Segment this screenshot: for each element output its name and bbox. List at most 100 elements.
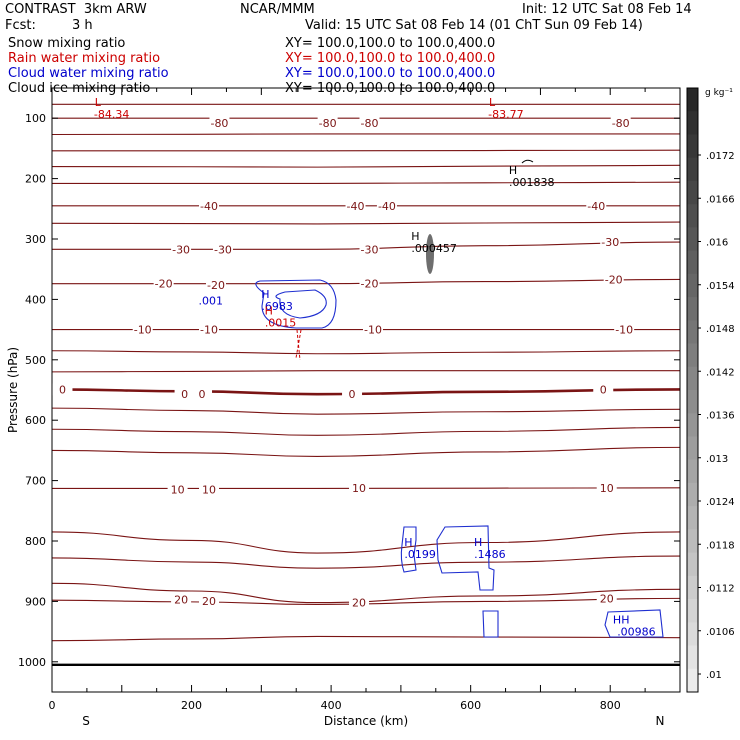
isotherm-line	[51, 407, 681, 415]
cloud-water-contour	[400, 526, 417, 573]
colorbar-tick-label: .013	[706, 454, 728, 465]
contour-label-bg	[349, 596, 370, 609]
contour-label-bg	[376, 199, 397, 212]
colorbar-cell	[687, 180, 698, 205]
colorbar-cell	[687, 111, 698, 135]
temperature-contour-label: -10	[364, 324, 382, 337]
contour-label-bg	[610, 117, 631, 130]
extremum-value: .6983	[261, 300, 293, 313]
contour-label-bg	[199, 483, 219, 496]
temperature-contour-label: -20	[207, 279, 225, 292]
colorbar-frame	[686, 87, 699, 693]
cloud-water-contour	[255, 279, 337, 329]
fcst-value: 3 h	[72, 18, 93, 33]
extremum-value: .001838	[509, 176, 555, 189]
isotherm-line	[52, 487, 681, 490]
isotherm-line	[51, 221, 681, 225]
colorbar-cell	[687, 645, 698, 670]
cloud-water-contour	[482, 610, 499, 638]
colorbar-tick-label: .0142	[706, 367, 735, 378]
field-name-snow: Snow mixing ratio	[8, 36, 126, 51]
colorbar-cell	[687, 250, 698, 275]
temperature-contour-label: 20	[352, 597, 366, 610]
temperature-contour-label: 10	[171, 484, 185, 497]
colorbar-cell	[687, 227, 698, 252]
y-tick-label: 800	[25, 535, 46, 548]
temperature-contour-label: 0	[349, 388, 356, 401]
cloud-water-contour	[275, 289, 327, 319]
extremum-value: -84.34	[94, 108, 129, 121]
temperature-contour-label: -40	[200, 200, 218, 213]
contour-label-bg	[153, 277, 174, 290]
temperature-contour-label: -20	[155, 278, 173, 291]
colorbar-tick-label: .0154	[706, 281, 735, 292]
colorbar-cell	[687, 134, 698, 159]
extremum-marker: L	[95, 96, 102, 109]
colorbar-cell	[687, 622, 698, 647]
cloud-contour-label: .001	[198, 295, 223, 308]
temperature-contour-label: -20	[605, 273, 623, 286]
extremum-marker: H	[265, 305, 273, 318]
extremum-value: .0015	[265, 317, 297, 330]
y-tick-label: 300	[25, 233, 46, 246]
x-tick-label: 400	[321, 699, 342, 712]
init-time: Init: 12 UTC Sat 08 Feb 14	[522, 2, 692, 17]
isotherm-line	[52, 278, 681, 285]
field-xy-cloudwater: XY= 100.0,100.0 to 100.0,400.0	[285, 66, 496, 81]
extremum-value: .0199	[404, 548, 436, 561]
colorbar-cell	[687, 366, 698, 391]
x-end-label-right: N	[656, 714, 665, 728]
colorbar-cell	[687, 204, 698, 228]
contour-label-bg	[167, 483, 188, 496]
contour-label-bg	[359, 277, 380, 290]
contour-label-bg	[192, 388, 213, 401]
temperature-contour-label: -40	[587, 200, 605, 213]
isotherm-line	[51, 426, 681, 436]
isotherm-line	[52, 149, 681, 152]
colorbar-tick-label: .0106	[706, 627, 735, 638]
temperature-contour-label: -10	[615, 324, 633, 337]
colorbar-cell	[687, 320, 698, 345]
field-name-cloudwater: Cloud water mixing ratio	[8, 66, 169, 81]
isotherm-line	[51, 582, 681, 604]
x-tick-label: 800	[600, 699, 621, 712]
isotherm-line	[51, 555, 681, 569]
temperature-contour-label: 0	[181, 388, 188, 401]
colorbar-tick-label: .0124	[706, 497, 735, 508]
temperature-contour-label: 10	[600, 482, 614, 495]
y-tick-label: 500	[25, 354, 46, 367]
field-name-rain: Rain water mixing ratio	[8, 51, 161, 66]
colorbar-cell	[687, 459, 698, 484]
field-xy-rain: XY= 100.0,100.0 to 100.0,400.0	[285, 51, 496, 66]
colorbar-cell	[687, 390, 698, 414]
extremum-marker: H	[509, 164, 517, 177]
colorbar-cell	[687, 575, 698, 600]
isotherm-line	[51, 370, 680, 373]
temperature-contour-label: -80	[210, 117, 228, 130]
temperature-contour-label: -20	[361, 278, 379, 291]
temperature-contour-label: -10	[134, 324, 152, 337]
fcst-label: Fcst:	[5, 18, 36, 33]
isotherm-line	[51, 446, 681, 457]
colorbar-tick-label: .0136	[706, 411, 735, 422]
extremum-marker: H	[404, 536, 412, 549]
extremum-marker: H	[411, 230, 419, 243]
colorbar-cell	[687, 273, 698, 298]
contour-label-bg	[132, 323, 153, 336]
contour-label-bg	[614, 323, 635, 336]
colorbar-cell	[687, 157, 698, 182]
temperature-contour-label: -30	[214, 243, 232, 256]
contour-label-bg	[359, 117, 380, 130]
contour-label-bg	[317, 117, 338, 130]
y-axis-label: Pressure (hPa)	[6, 347, 20, 433]
x-tick-label: 600	[460, 699, 481, 712]
colorbar-cell	[687, 482, 698, 507]
contour-label-bg	[596, 592, 617, 605]
contour-label-bg	[362, 323, 383, 336]
colorbar-cell	[687, 552, 698, 577]
field-xy-snow: XY= 100.0,100.0 to 100.0,400.0	[285, 36, 496, 51]
colorbar-tick-label: .01	[706, 670, 722, 681]
x-end-label-left: S	[82, 714, 90, 728]
cloud-water-contour	[604, 609, 664, 638]
